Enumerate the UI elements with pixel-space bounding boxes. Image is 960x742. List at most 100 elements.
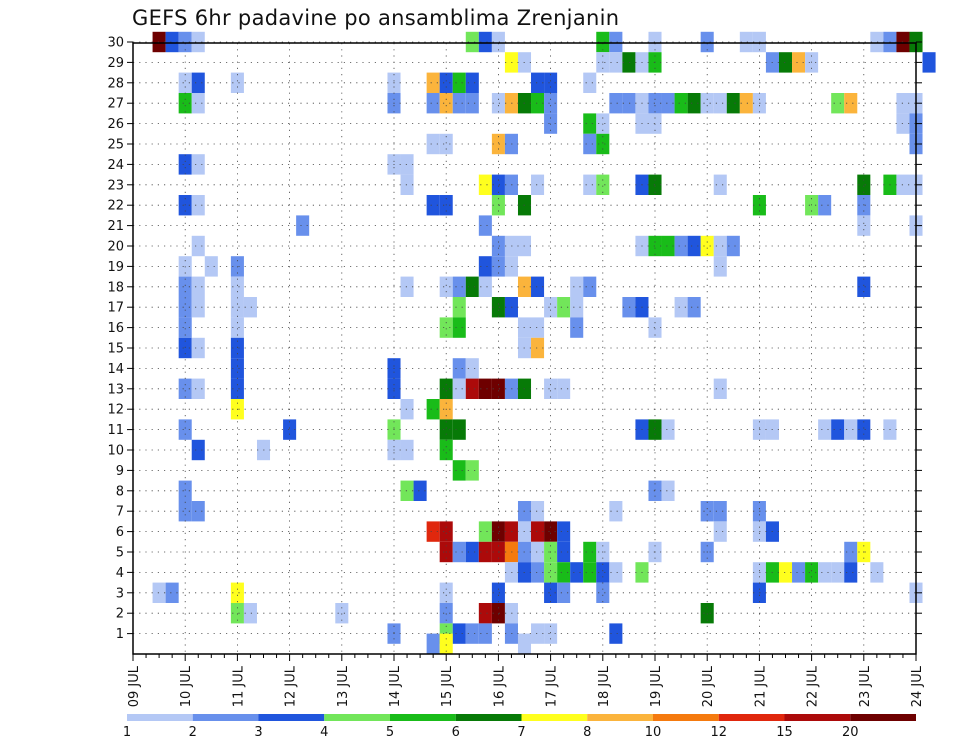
heatmap-cell xyxy=(531,93,545,114)
heatmap-cell xyxy=(452,378,466,399)
heatmap-cell xyxy=(439,603,453,624)
x-tick-label: 12 JUL xyxy=(284,665,299,707)
heatmap-cell xyxy=(674,235,688,257)
y-tick-label: 25 xyxy=(107,138,124,153)
heatmap-cell xyxy=(400,480,414,501)
heatmap-cell xyxy=(439,72,453,93)
heatmap-cell xyxy=(426,93,440,114)
x-tick-label: 13 JUL xyxy=(336,665,351,707)
heatmap-cell xyxy=(844,562,858,583)
heatmap-cell xyxy=(478,31,492,53)
heatmap-cell xyxy=(739,93,753,114)
y-tick-label: 20 xyxy=(107,240,124,255)
heatmap-cell xyxy=(178,154,192,175)
heatmap-cell xyxy=(648,480,662,501)
heatmap-cell xyxy=(831,419,845,440)
heatmap-cell xyxy=(452,419,466,440)
heatmap-cell xyxy=(283,419,297,440)
y-tick-label: 27 xyxy=(107,97,124,112)
heatmap-cell xyxy=(230,358,244,379)
heatmap-cell xyxy=(661,480,675,501)
heatmap-cell xyxy=(243,297,257,318)
heatmap-cell xyxy=(191,154,205,175)
heatmap-cell xyxy=(661,93,675,114)
heatmap-cell xyxy=(609,31,623,53)
colorbar-label: 12 xyxy=(710,725,727,740)
heatmap-cell xyxy=(531,276,545,297)
x-tick-label: 24 JUL xyxy=(910,665,925,707)
heatmap-cell xyxy=(178,317,192,338)
y-tick-label: 16 xyxy=(107,321,124,336)
heatmap-cell xyxy=(152,31,166,53)
y-tick-label: 17 xyxy=(107,301,124,316)
colorbar-label: 1 xyxy=(123,725,131,740)
colorbar-swatch xyxy=(192,714,259,721)
y-tick-label: 6 xyxy=(116,525,124,540)
y-tick-label: 4 xyxy=(116,566,124,581)
heatmap-cell xyxy=(230,297,244,318)
heatmap-cell xyxy=(452,72,466,93)
heatmap-cell xyxy=(700,93,714,114)
heatmap-cell xyxy=(648,93,662,114)
heatmap-cell xyxy=(739,31,753,53)
heatmap-cell xyxy=(452,317,466,338)
heatmap-cell xyxy=(713,378,727,399)
heatmap-cell xyxy=(713,174,727,195)
heatmap-cells xyxy=(152,31,936,654)
heatmap-cell xyxy=(531,521,545,542)
heatmap-cell xyxy=(426,633,440,654)
heatmap-cell xyxy=(831,93,845,114)
heatmap-cell xyxy=(478,276,492,297)
heatmap-cell xyxy=(439,582,453,603)
heatmap-cell xyxy=(609,52,623,73)
y-tick-label: 24 xyxy=(107,158,124,173)
chart-title: GEFS 6hr padavine po ansamblima Zrenjani… xyxy=(132,6,620,30)
heatmap-cell xyxy=(713,235,727,257)
y-tick-label: 26 xyxy=(107,117,124,132)
heatmap-cell xyxy=(700,31,714,53)
heatmap-cell xyxy=(557,378,571,399)
heatmap-cell xyxy=(400,439,414,461)
heatmap-cell xyxy=(230,317,244,338)
y-tick-label: 9 xyxy=(116,464,124,479)
y-tick-label: 8 xyxy=(116,484,124,499)
heatmap-cell xyxy=(818,419,832,440)
heatmap-cell xyxy=(570,317,584,338)
heatmap-cell xyxy=(178,480,192,501)
heatmap-cell xyxy=(557,521,571,542)
heatmap-cell xyxy=(191,195,205,216)
heatmap-cell xyxy=(544,297,558,318)
x-tick-label: 15 JUL xyxy=(440,665,455,707)
y-tick-label: 14 xyxy=(107,362,124,377)
heatmap-cell xyxy=(230,378,244,399)
heatmap-cell xyxy=(491,297,505,318)
heatmap-cell xyxy=(713,501,727,522)
colorbar-label: 6 xyxy=(452,725,460,740)
heatmap-cell xyxy=(570,562,584,583)
heatmap-cell xyxy=(583,174,597,195)
colorbar-swatch xyxy=(587,714,653,721)
heatmap-cell xyxy=(165,31,179,53)
x-tick-label: 18 JUL xyxy=(597,665,612,707)
x-tick-label: 14 JUL xyxy=(388,665,403,707)
x-tick-label: 20 JUL xyxy=(701,665,716,707)
colorbar-label: 3 xyxy=(254,725,262,740)
x-axis: 09 JUL 10 JUL 11 JUL 12 JUL 13 JUL 14 JUL 15 J… xyxy=(127,654,925,707)
heatmap-cell xyxy=(596,133,610,155)
heatmap-cell xyxy=(857,419,871,440)
heatmap-cell xyxy=(778,562,793,583)
colorbar-swatch xyxy=(653,714,719,721)
heatmap-cell xyxy=(439,276,453,297)
heatmap-cell xyxy=(465,358,479,379)
heatmap-cell xyxy=(478,603,492,624)
colorbar-label: 20 xyxy=(842,725,859,740)
heatmap-cell xyxy=(583,72,597,93)
y-tick-label: 21 xyxy=(107,219,124,234)
heatmap-cell xyxy=(583,133,597,155)
heatmap-cell xyxy=(452,623,466,644)
heatmap-cell xyxy=(335,603,349,624)
heatmap-cell xyxy=(531,72,545,93)
heatmap-cell xyxy=(465,460,479,481)
heatmap-cell xyxy=(531,562,545,583)
heatmap-cell xyxy=(178,93,192,114)
